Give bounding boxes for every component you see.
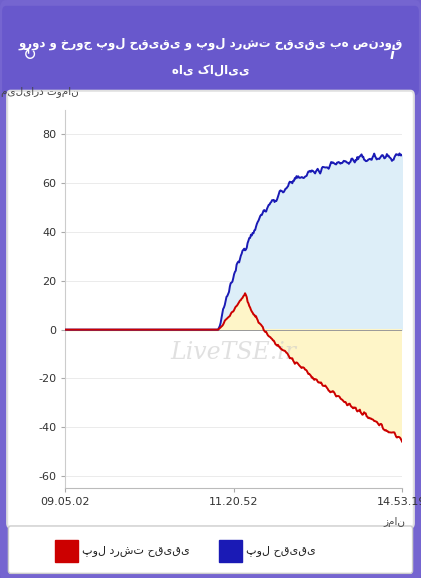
Text: های کالایی: های کالایی — [172, 64, 249, 77]
FancyBboxPatch shape — [8, 526, 413, 573]
Text: LiveTSE.ir: LiveTSE.ir — [171, 340, 297, 364]
Text: پول حقیقی: پول حقیقی — [246, 545, 316, 557]
Text: پول درشت حقیقی: پول درشت حقیقی — [82, 545, 190, 557]
Text: ↻: ↻ — [23, 46, 36, 64]
Bar — [219, 540, 242, 562]
Bar — [55, 540, 78, 562]
Text: i: i — [389, 48, 394, 62]
Text: ورود و خروج پول حقیقی و پول درشت حقیقی به صندوق: ورود و خروج پول حقیقی و پول درشت حقیقی ب… — [18, 37, 403, 50]
FancyBboxPatch shape — [2, 6, 419, 95]
FancyBboxPatch shape — [7, 91, 414, 528]
Text: زمان: زمان — [384, 517, 405, 527]
Text: میلیارد تومان: میلیارد تومان — [1, 86, 79, 97]
